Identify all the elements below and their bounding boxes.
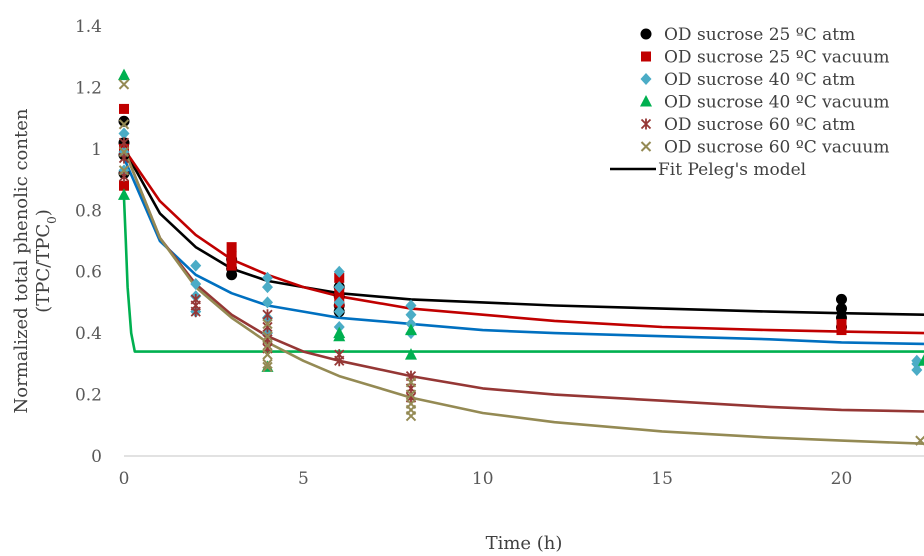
x-tick-label: 15 [651, 469, 673, 489]
x-tick-label: 0 [119, 469, 130, 489]
fit-line-2 [122, 148, 924, 335]
data-point-s2 [334, 288, 345, 299]
legend-marker-s1 [640, 28, 652, 40]
data-point-s3 [118, 127, 130, 140]
legend-label: OD sucrose 60 ºC vacuum [664, 138, 889, 158]
data-point-s6 [405, 410, 417, 422]
legend-marker-s2 [641, 51, 651, 62]
data-point-s6 [262, 361, 273, 373]
data-point-s3 [261, 281, 273, 294]
data-point-s3 [190, 259, 202, 272]
data-point-s4 [333, 329, 346, 342]
data-point-s6 [405, 389, 417, 400]
data-point-s2 [226, 242, 237, 253]
fit-line-4 [122, 197, 924, 353]
data-point-s3 [333, 296, 345, 309]
y-tick-label: 0.4 [75, 324, 102, 344]
y-tick-label: 0.6 [75, 263, 102, 283]
data-point-s2 [334, 272, 345, 283]
data-point-s3 [333, 265, 345, 278]
data-point-s2 [119, 103, 129, 114]
data-point-s2 [226, 260, 237, 271]
fit-line-1 [122, 148, 924, 316]
y-tick-labels: 0 0.2 0.4 0.6 0.8 1 1.2 1.4 [75, 17, 102, 467]
y-tick-label: 0.8 [75, 201, 102, 221]
legend-marker-s5 [640, 118, 652, 130]
data-point-s4 [118, 188, 130, 200]
data-point-s3 [261, 271, 273, 284]
data-point-s2 [226, 251, 237, 262]
data-point-s3 [405, 308, 417, 321]
data-point-s6 [118, 119, 130, 130]
data-point-s5 [334, 355, 345, 367]
data-point-s6 [118, 165, 130, 176]
data-point-s4 [404, 323, 417, 336]
data-point-s6 [405, 377, 417, 388]
data-points [118, 68, 924, 446]
data-point-s3 [333, 281, 345, 294]
data-point-s3 [911, 364, 923, 376]
data-point-s6 [262, 318, 273, 330]
data-point-s5 [190, 306, 201, 318]
legend-label: OD sucrose 40 ºC atm [664, 70, 855, 90]
legend-label: OD sucrose 25 ºC vacuum [664, 48, 889, 68]
fit-line-3 [122, 157, 924, 346]
y-axis-title-line2: (TPC/TPC0) [33, 209, 59, 313]
x-tick-labels: 0 5 10 15 20 [119, 469, 853, 489]
data-point-s3 [333, 305, 345, 318]
data-point-s6 [915, 435, 924, 446]
data-point-s1 [835, 293, 847, 305]
fit-lines [122, 148, 924, 445]
y-axis-title: Normalized total phenolic conten (TPC/TP… [11, 108, 59, 413]
data-point-s6 [262, 331, 273, 342]
data-point-s4 [404, 348, 417, 360]
data-point-s6 [262, 358, 273, 370]
x-axis-title: Time (h) [486, 533, 563, 554]
y-tick-label: 1.4 [75, 17, 102, 37]
fit-line-5 [122, 148, 924, 413]
x-tick-label: 20 [831, 469, 853, 489]
data-point-s2 [836, 318, 847, 329]
legend-label: OD sucrose 25 ºC atm [664, 25, 855, 45]
data-point-s6 [118, 146, 130, 158]
data-point-s3 [190, 278, 202, 290]
legend-label: OD sucrose 40 ºC vacuum [664, 93, 889, 113]
legend: OD sucrose 25 ºC atm OD sucrose 25 ºC vac… [610, 25, 889, 180]
data-point-s5 [118, 137, 130, 149]
data-point-s3 [405, 299, 417, 312]
x-tick-label: 10 [472, 469, 494, 489]
data-point-s1 [118, 115, 130, 127]
fit-line-6 [122, 148, 924, 445]
legend-marker-s6 [640, 141, 652, 152]
y-tick-label: 1 [91, 140, 102, 160]
data-point-s1 [226, 269, 238, 281]
legend-label-fit: Fit Peleg's model [658, 160, 806, 180]
y-tick-label: 0.2 [75, 386, 102, 406]
data-point-s4 [918, 354, 924, 366]
data-point-s2 [836, 325, 847, 336]
legend-label: OD sucrose 60 ºC atm [664, 115, 855, 135]
data-point-s6 [262, 340, 273, 351]
y-tick-label: 0 [91, 447, 102, 467]
data-point-s6 [118, 79, 130, 90]
legend-marker-s4 [640, 95, 652, 107]
data-point-s2 [119, 180, 129, 191]
data-point-s3 [911, 357, 923, 370]
data-point-s4 [118, 68, 130, 81]
x-tick-label: 5 [298, 469, 309, 489]
data-point-s3 [261, 296, 273, 309]
legend-marker-s3 [640, 73, 652, 85]
data-point-s5 [262, 309, 273, 321]
y-tick-label: 1.2 [75, 78, 102, 98]
data-point-s6 [262, 349, 273, 360]
y-axis-title-line1: Normalized total phenolic conten [11, 108, 32, 413]
data-point-s1 [835, 303, 847, 315]
